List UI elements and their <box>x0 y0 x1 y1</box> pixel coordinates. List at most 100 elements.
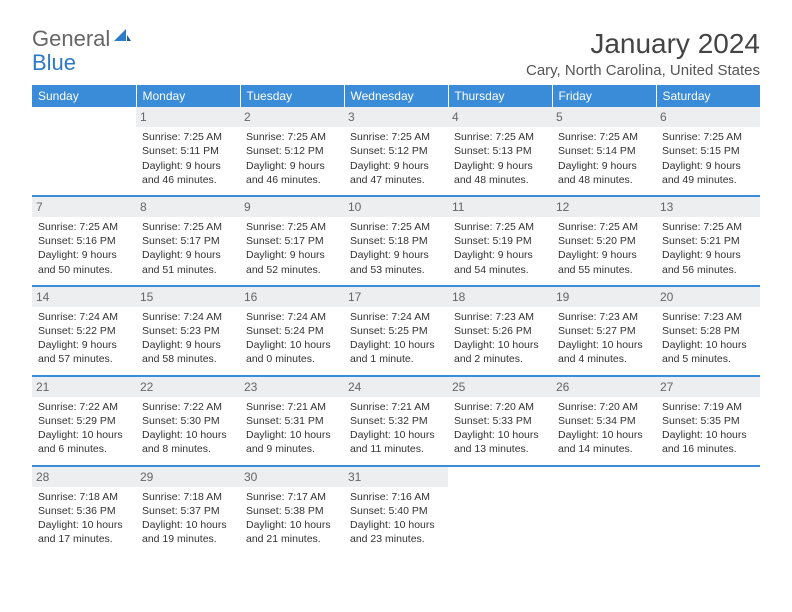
day-details: Sunrise: 7:16 AMSunset: 5:40 PMDaylight:… <box>348 490 444 547</box>
calendar-cell <box>448 466 552 555</box>
day-details: Sunrise: 7:25 AMSunset: 5:12 PMDaylight:… <box>348 130 444 187</box>
daylight-line: Daylight: 10 hours <box>662 428 754 442</box>
sunrise-line: Sunrise: 7:25 AM <box>558 220 650 234</box>
day-number: 21 <box>32 377 136 397</box>
daylight-line: and 19 minutes. <box>142 532 234 546</box>
calendar-cell: 19Sunrise: 7:23 AMSunset: 5:27 PMDayligh… <box>552 286 656 376</box>
day-number: 2 <box>240 107 344 127</box>
calendar-cell: 11Sunrise: 7:25 AMSunset: 5:19 PMDayligh… <box>448 196 552 286</box>
day-details: Sunrise: 7:23 AMSunset: 5:28 PMDaylight:… <box>660 310 756 367</box>
daylight-line: Daylight: 10 hours <box>142 518 234 532</box>
weekday-header: Tuesday <box>240 85 344 107</box>
daylight-line: Daylight: 9 hours <box>350 248 442 262</box>
daylight-line: Daylight: 10 hours <box>662 338 754 352</box>
daylight-line: Daylight: 9 hours <box>662 159 754 173</box>
day-details: Sunrise: 7:19 AMSunset: 5:35 PMDaylight:… <box>660 400 756 457</box>
sunset-line: Sunset: 5:24 PM <box>246 324 338 338</box>
calendar-cell: 2 Sunrise: 7:25 AMSunset: 5:12 PMDaylight… <box>240 107 344 196</box>
sunrise-line: Sunrise: 7:25 AM <box>454 130 546 144</box>
weekday-header: Saturday <box>656 85 760 107</box>
daylight-line: and 48 minutes. <box>558 173 650 187</box>
day-details: Sunrise: 7:25 AMSunset: 5:16 PMDaylight:… <box>36 220 132 277</box>
sunset-line: Sunset: 5:17 PM <box>246 234 338 248</box>
daylight-line: Daylight: 9 hours <box>246 159 338 173</box>
day-details: Sunrise: 7:25 AMSunset: 5:20 PMDaylight:… <box>556 220 652 277</box>
day-number: 19 <box>552 287 656 307</box>
daylight-line: Daylight: 10 hours <box>246 428 338 442</box>
sunset-line: Sunset: 5:15 PM <box>662 144 754 158</box>
day-details: Sunrise: 7:24 AMSunset: 5:24 PMDaylight:… <box>244 310 340 367</box>
sunrise-line: Sunrise: 7:16 AM <box>350 490 442 504</box>
daylight-line: Daylight: 10 hours <box>350 338 442 352</box>
calendar-week-row: 14Sunrise: 7:24 AMSunset: 5:22 PMDayligh… <box>32 286 760 376</box>
daylight-line: and 21 minutes. <box>246 532 338 546</box>
daylight-line: Daylight: 9 hours <box>454 159 546 173</box>
day-number: 18 <box>448 287 552 307</box>
day-number: 5 <box>552 107 656 127</box>
daylight-line: and 57 minutes. <box>38 352 130 366</box>
sunset-line: Sunset: 5:33 PM <box>454 414 546 428</box>
day-number: 1 <box>136 107 240 127</box>
daylight-line: and 51 minutes. <box>142 263 234 277</box>
calendar-cell: 16Sunrise: 7:24 AMSunset: 5:24 PMDayligh… <box>240 286 344 376</box>
daylight-line: and 13 minutes. <box>454 442 546 456</box>
day-details: Sunrise: 7:25 AMSunset: 5:21 PMDaylight:… <box>660 220 756 277</box>
daylight-line: and 0 minutes. <box>246 352 338 366</box>
sunrise-line: Sunrise: 7:24 AM <box>350 310 442 324</box>
day-details: Sunrise: 7:24 AMSunset: 5:25 PMDaylight:… <box>348 310 444 367</box>
daylight-line: and 1 minute. <box>350 352 442 366</box>
calendar-week-row: 28Sunrise: 7:18 AMSunset: 5:36 PMDayligh… <box>32 466 760 555</box>
weekday-header: Sunday <box>32 85 136 107</box>
daylight-line: Daylight: 9 hours <box>142 248 234 262</box>
calendar-week-row: 7Sunrise: 7:25 AMSunset: 5:16 PMDaylight… <box>32 196 760 286</box>
calendar-cell: 15Sunrise: 7:24 AMSunset: 5:23 PMDayligh… <box>136 286 240 376</box>
logo-text-blue: Blue <box>32 50 76 76</box>
daylight-line: and 2 minutes. <box>454 352 546 366</box>
day-details: Sunrise: 7:24 AMSunset: 5:22 PMDaylight:… <box>36 310 132 367</box>
sunset-line: Sunset: 5:26 PM <box>454 324 546 338</box>
calendar-week-row: 21 Sunrise: 7:22 AMSunset: 5:29 PMDayligh… <box>32 376 760 466</box>
sunrise-line: Sunrise: 7:18 AM <box>142 490 234 504</box>
sunset-line: Sunset: 5:18 PM <box>350 234 442 248</box>
calendar-table: SundayMondayTuesdayWednesdayThursdayFrid… <box>32 85 760 554</box>
daylight-line: Daylight: 9 hours <box>38 338 130 352</box>
calendar-cell <box>656 466 760 555</box>
daylight-line: Daylight: 9 hours <box>558 248 650 262</box>
daylight-line: Daylight: 9 hours <box>142 338 234 352</box>
calendar-cell: 20Sunrise: 7:23 AMSunset: 5:28 PMDayligh… <box>656 286 760 376</box>
calendar-cell: 4Sunrise: 7:25 AMSunset: 5:13 PMDaylight… <box>448 107 552 196</box>
sunrise-line: Sunrise: 7:19 AM <box>662 400 754 414</box>
daylight-line: and 48 minutes. <box>454 173 546 187</box>
sunrise-line: Sunrise: 7:18 AM <box>38 490 130 504</box>
daylight-line: Daylight: 10 hours <box>454 428 546 442</box>
sunset-line: Sunset: 5:32 PM <box>350 414 442 428</box>
sunset-line: Sunset: 5:40 PM <box>350 504 442 518</box>
day-number: 31 <box>344 467 448 487</box>
day-number: 3 <box>344 107 448 127</box>
day-number: 4 <box>448 107 552 127</box>
calendar-cell: 23Sunrise: 7:21 AMSunset: 5:31 PMDayligh… <box>240 376 344 466</box>
day-details: Sunrise: 7:25 AMSunset: 5:15 PMDaylight:… <box>660 130 756 187</box>
sunset-line: Sunset: 5:38 PM <box>246 504 338 518</box>
day-details: Sunrise: 7:25 AMSunset: 5:12 PMDaylight:… <box>244 130 340 187</box>
calendar-cell <box>552 466 656 555</box>
daylight-line: and 54 minutes. <box>454 263 546 277</box>
sunset-line: Sunset: 5:34 PM <box>558 414 650 428</box>
sunset-line: Sunset: 5:29 PM <box>38 414 130 428</box>
daylight-line: and 4 minutes. <box>558 352 650 366</box>
header: General January 2024 Cary, North Carolin… <box>32 28 760 79</box>
calendar-cell: 17Sunrise: 7:24 AMSunset: 5:25 PMDayligh… <box>344 286 448 376</box>
calendar-cell: 24Sunrise: 7:21 AMSunset: 5:32 PMDayligh… <box>344 376 448 466</box>
daylight-line: Daylight: 9 hours <box>350 159 442 173</box>
daylight-line: Daylight: 10 hours <box>558 428 650 442</box>
sunset-line: Sunset: 5:22 PM <box>38 324 130 338</box>
day-details: Sunrise: 7:22 AMSunset: 5:29 PMDaylight:… <box>36 400 132 457</box>
daylight-line: Daylight: 9 hours <box>142 159 234 173</box>
sunset-line: Sunset: 5:19 PM <box>454 234 546 248</box>
sunrise-line: Sunrise: 7:25 AM <box>662 220 754 234</box>
weekday-header: Wednesday <box>344 85 448 107</box>
day-number: 29 <box>136 467 240 487</box>
sunrise-line: Sunrise: 7:25 AM <box>142 130 234 144</box>
daylight-line: and 9 minutes. <box>246 442 338 456</box>
sunrise-line: Sunrise: 7:25 AM <box>246 220 338 234</box>
